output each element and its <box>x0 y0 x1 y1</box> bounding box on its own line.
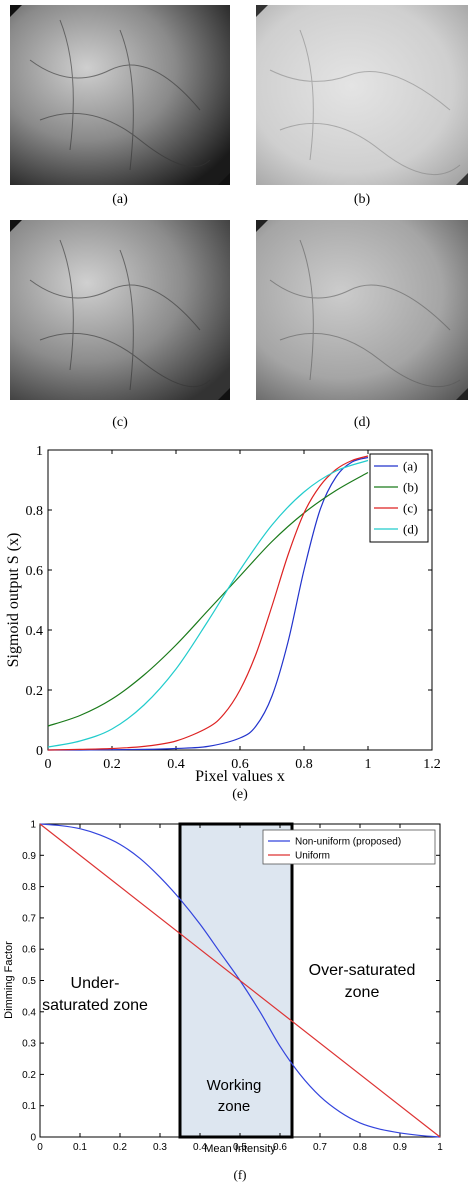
legend-label: (d) <box>403 522 418 537</box>
annotation-working-line1: Working <box>207 1077 262 1094</box>
chart-e-caption: (e) <box>232 787 248 802</box>
photo-panel-d <box>256 220 468 400</box>
x-tick-label: 1 <box>437 1142 443 1153</box>
photo-panel-b <box>256 5 468 185</box>
chart-e-plot-area <box>47 449 433 751</box>
y-tick-label: 0.2 <box>26 684 44 699</box>
x-tick-label: 1 <box>365 757 372 772</box>
series-line <box>47 471 369 727</box>
photo-panel-a <box>10 5 230 185</box>
y-tick-label: 0.6 <box>26 564 44 579</box>
chart-e-xlabel: Pixel values x <box>195 768 285 785</box>
panel-caption-a: (a) <box>112 192 128 207</box>
legend-label: (a) <box>403 459 417 474</box>
y-tick-label: 0.6 <box>22 945 36 956</box>
x-tick-label: 0.2 <box>103 757 121 772</box>
x-tick-label: 0.2 <box>113 1142 127 1153</box>
legend-label: Uniform <box>295 851 330 862</box>
y-tick-label: 0.5 <box>22 976 36 987</box>
x-tick-label: 0 <box>45 757 52 772</box>
x-tick-label: 0.6 <box>273 1142 287 1153</box>
annotation-under-line2: saturated zone <box>42 997 148 1014</box>
y-tick-label: 0.3 <box>22 1039 36 1050</box>
x-tick-label: 0.3 <box>153 1142 167 1153</box>
y-tick-label: 1 <box>36 444 43 459</box>
annotation-over-line1: Over-saturated <box>309 962 416 979</box>
series-line <box>47 455 369 751</box>
y-tick-label: 1 <box>30 820 36 831</box>
panel-caption-d: (d) <box>354 415 371 430</box>
x-tick-label: 0.4 <box>167 757 185 772</box>
x-tick-label: 1.2 <box>423 757 441 772</box>
chart-f-legend: Non-uniform (proposed) Uniform <box>262 829 436 865</box>
x-tick-label: 0.8 <box>295 757 313 772</box>
y-tick-label: 0.8 <box>22 882 36 893</box>
series-line <box>47 456 369 751</box>
chart-f-ylabel: Dimming Factor <box>3 941 15 1019</box>
y-tick-label: 0.1 <box>22 1101 36 1112</box>
x-tick-label: 0.7 <box>313 1142 327 1153</box>
y-tick-label: 0.8 <box>26 504 44 519</box>
x-tick-label: 0.4 <box>193 1142 207 1153</box>
legend-label: (b) <box>403 480 418 495</box>
working-zone-box <box>178 822 294 1139</box>
legend-label: Non-uniform (proposed) <box>295 837 401 848</box>
dimming-chart: 0 0.1 0.2 0.3 0.4 0.5 0.6 0.7 0.8 0.9 1 0 0.1 0.2 0.3 0… <box>3 820 443 1183</box>
annotation-under-line1: Under- <box>71 975 120 992</box>
y-tick-label: 0.2 <box>22 1070 36 1081</box>
x-tick-label: 0.5 <box>233 1142 247 1153</box>
legend-label: (c) <box>403 501 417 516</box>
x-tick-label: 0.1 <box>73 1142 87 1153</box>
photo-panel-c <box>10 220 230 400</box>
series-line <box>47 459 369 748</box>
series-line <box>39 823 441 1138</box>
x-tick-label: 0 <box>37 1142 43 1153</box>
y-tick-label: 0.4 <box>26 624 44 639</box>
annotation-over-line2: zone <box>345 984 380 1001</box>
y-tick-label: 0.9 <box>22 851 36 862</box>
x-tick-label: 0.6 <box>231 757 249 772</box>
sigmoid-chart: 0 0.2 0.4 0.6 0.8 1 1.2 0 0.2 0.4 0.6 0.8 1 Pixel va… <box>5 444 441 802</box>
panel-caption-b: (b) <box>354 192 371 207</box>
chart-f-caption: (f) <box>234 1167 247 1182</box>
chart-e-legend: (a) (b) (c) (d) <box>369 453 429 543</box>
y-tick-label: 0 <box>36 744 43 759</box>
annotation-working-line2: zone <box>218 1098 251 1115</box>
chart-f-xlabel: Mean Intensity <box>204 1143 276 1155</box>
x-tick-label: 0.9 <box>393 1142 407 1153</box>
y-tick-label: 0 <box>30 1133 36 1144</box>
y-tick-label: 0.7 <box>22 913 36 924</box>
x-tick-label: 0.8 <box>353 1142 367 1153</box>
chart-e-ylabel: Sigmoid output S (x) <box>5 533 22 668</box>
y-tick-label: 0.4 <box>22 1007 36 1018</box>
panel-caption-c: (c) <box>112 415 128 430</box>
